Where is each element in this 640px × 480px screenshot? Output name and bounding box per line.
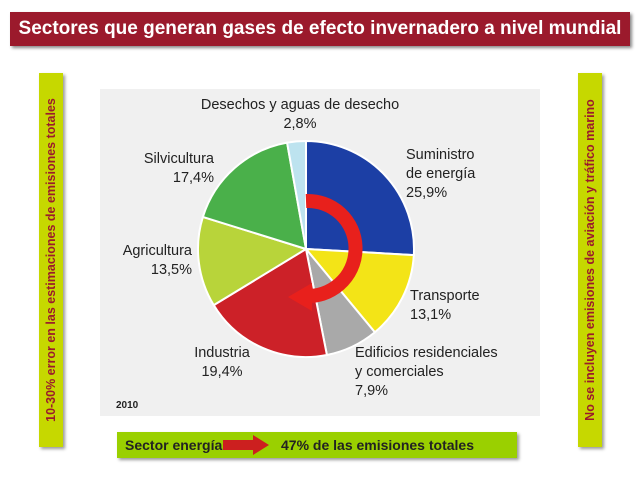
- right-arrow-icon: [223, 435, 269, 455]
- slide-title: Sectores que generan gases de efecto inv…: [10, 12, 630, 46]
- slice-value-label-5: 17,4%: [173, 170, 214, 186]
- slice-name-label-4: Agricultura: [123, 243, 193, 259]
- pie-slice-3: [212, 247, 329, 358]
- pie-slice-4: [197, 215, 309, 307]
- left-note-bar: 10-30% error en las estimaciones de emis…: [39, 73, 63, 447]
- summary-bar: Sector energía 47% de las emisiones tota…: [117, 432, 517, 458]
- year-label: 2010: [116, 400, 139, 411]
- slice-value-label-6: 2,8%: [283, 116, 316, 132]
- slice-name-label-5: Silvicultura: [144, 151, 215, 167]
- swirl-arrow-icon: [305, 193, 363, 303]
- slice-value-label-3: 19,4%: [201, 364, 242, 380]
- chart-panel: Suministro de energía 25,9% Transporte 13,1%…: [100, 89, 540, 416]
- pie-slice-0: [305, 139, 415, 257]
- left-note-text: 10-30% error en las estimaciones de emis…: [44, 98, 58, 422]
- pie-chart: Suministro de energía 25,9% Transporte 13,1%…: [123, 97, 498, 399]
- pie-slice-5: [201, 141, 308, 251]
- slice-name-label-2: y comerciales: [355, 364, 444, 380]
- slice-value-label-0: 25,9%: [406, 185, 447, 201]
- slice-name-label-0: Suministro: [406, 147, 475, 163]
- pie-slice-6: [285, 139, 307, 250]
- right-note-text: No se incluyen emisiones de aviación y t…: [583, 99, 597, 421]
- slice-value-label-4: 13,5%: [151, 262, 192, 278]
- slice-value-label-2: 7,9%: [355, 383, 388, 399]
- pie-slice-1: [303, 247, 415, 334]
- summary-sector-label: Sector energía: [125, 437, 223, 453]
- swirl-arrowhead-icon: [288, 283, 312, 311]
- slice-name-label-6: Desechos y aguas de desecho: [201, 97, 399, 113]
- summary-value-label: 47% de las emisiones totales: [281, 437, 474, 453]
- right-note-bar: No se incluyen emisiones de aviación y t…: [578, 73, 602, 447]
- slice-name-label-0: de energía: [406, 166, 476, 182]
- slice-value-label-1: 13,1%: [410, 307, 451, 323]
- slice-name-label-1: Transporte: [410, 288, 480, 304]
- slice-name-label-3: Industria: [194, 345, 251, 361]
- slice-name-label-2: Edificios residenciales: [355, 345, 498, 361]
